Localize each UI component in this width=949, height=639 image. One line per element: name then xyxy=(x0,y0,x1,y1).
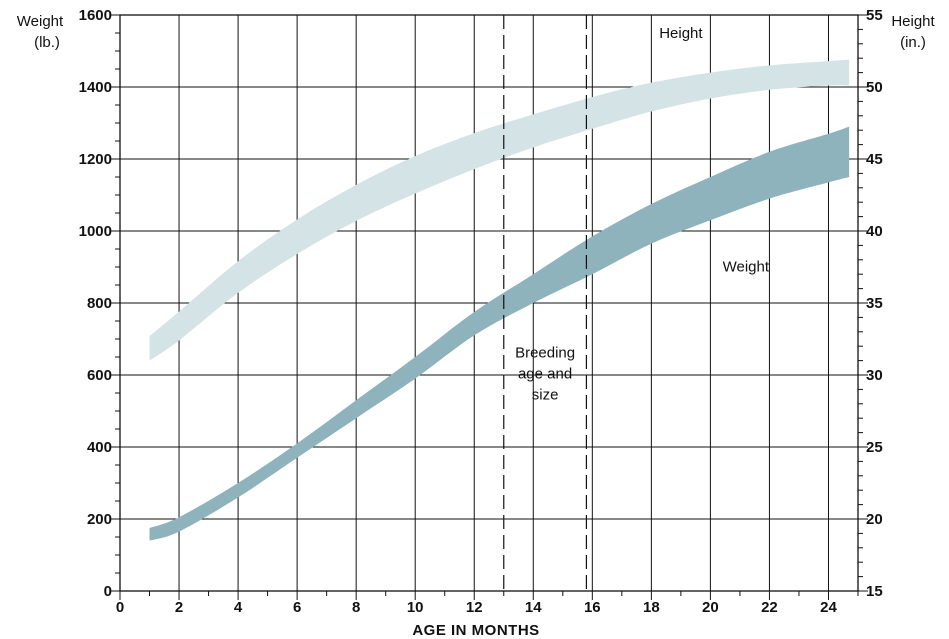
x-tick-label: 2 xyxy=(175,599,183,616)
y-left-tick-label: 600 xyxy=(87,367,112,384)
breeding-annotation-line: size xyxy=(532,387,559,404)
y-right-tick-label: 30 xyxy=(866,367,883,384)
annotations: Breeding age and size Height Weight xyxy=(515,25,770,404)
x-tick-label: 4 xyxy=(234,599,243,616)
y-right-tick-label: 25 xyxy=(866,439,883,456)
x-axis-title: AGE IN MONTHS xyxy=(412,622,539,639)
series-label-height: Height xyxy=(659,25,703,42)
y-right-title-line2: (in.) xyxy=(900,34,926,51)
y-left-tick-label: 1000 xyxy=(79,223,112,240)
y-left-tick-label: 1600 xyxy=(79,7,112,24)
x-tick-label: 6 xyxy=(293,599,301,616)
x-tick-label: 14 xyxy=(525,599,542,616)
y-right-title-line1: Height xyxy=(891,13,935,30)
breeding-annotation-line: Breeding xyxy=(515,345,575,362)
band-weight xyxy=(149,126,850,541)
y-right-tick-label: 45 xyxy=(866,151,883,168)
y-right-tick-label: 15 xyxy=(866,583,883,600)
y-right-tick-label: 50 xyxy=(866,79,883,96)
axis-ticks xyxy=(110,14,868,600)
breeding-annotation-line: age and xyxy=(518,366,572,383)
breeding-markers xyxy=(503,15,588,591)
x-tick-label: 10 xyxy=(407,599,424,616)
grid-lines xyxy=(119,14,859,592)
y-right-tick-label: 40 xyxy=(866,223,883,240)
y-left-title-line2: (lb.) xyxy=(34,34,60,51)
y-left-tick-label: 800 xyxy=(87,295,112,312)
y-right-tick-label: 55 xyxy=(866,7,883,24)
x-tick-label: 20 xyxy=(702,599,719,616)
y-left-tick-label: 0 xyxy=(104,583,112,600)
y-right-tick-label: 20 xyxy=(866,511,883,528)
data-bands xyxy=(149,59,850,541)
y-left-tick-label: 1200 xyxy=(79,151,112,168)
x-tick-label: 8 xyxy=(352,599,360,616)
x-tick-label: 22 xyxy=(761,599,778,616)
tick-labels: 0 2 4 6 8 10 12 14 16 18 20 22 240200400600800100012… xyxy=(79,7,883,616)
y-right-tick-label: 35 xyxy=(866,295,883,312)
x-tick-label: 18 xyxy=(643,599,660,616)
x-tick-label: 16 xyxy=(584,599,601,616)
x-tick-label: 12 xyxy=(466,599,483,616)
y-left-tick-label: 200 xyxy=(87,511,112,528)
x-tick-label: 24 xyxy=(820,599,837,616)
series-label-weight: Weight xyxy=(723,258,770,275)
y-left-tick-label: 400 xyxy=(87,439,112,456)
y-left-title-line1: Weight xyxy=(17,13,64,30)
y-left-tick-label: 1400 xyxy=(79,79,112,96)
x-tick-label: 0 xyxy=(116,599,124,616)
